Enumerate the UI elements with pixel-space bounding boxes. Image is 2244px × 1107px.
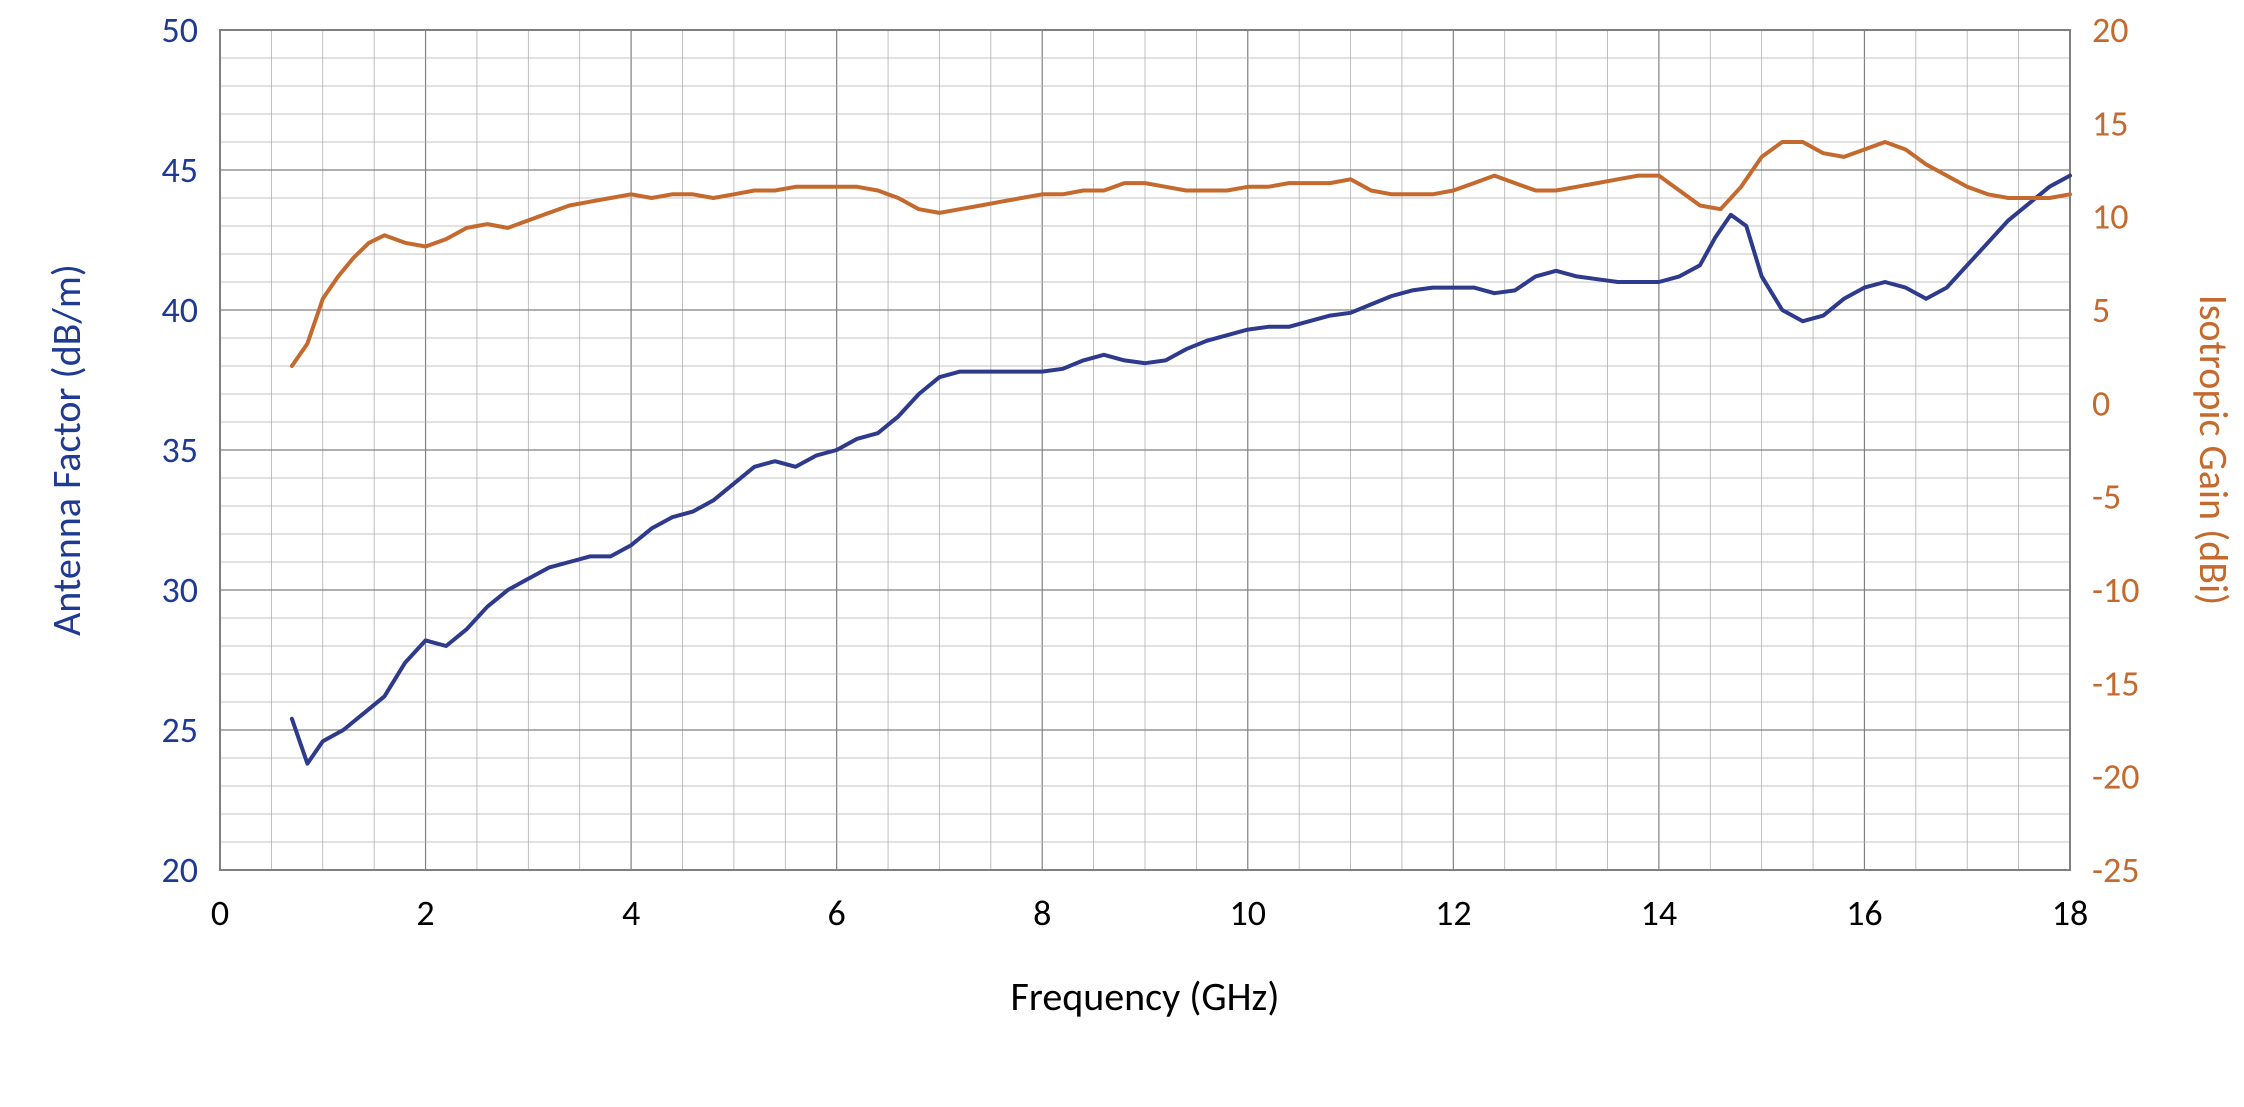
- x-tick-label: 0: [211, 891, 229, 935]
- x-tick-label: 10: [1230, 891, 1267, 935]
- y-left-tick-label: 35: [162, 428, 199, 472]
- y-left-tick-label: 45: [162, 148, 199, 192]
- y-right-tick-label: 10: [2092, 195, 2129, 239]
- x-axis-label: Frequency (GHz): [1011, 972, 1280, 1021]
- y-right-tick-label: -5: [2092, 475, 2121, 519]
- y-right-tick-label: 0: [2092, 381, 2110, 425]
- x-tick-label: 14: [1641, 891, 1678, 935]
- chart-svg: 0 2 4 6 8 10 12 14 16 18 Frequency (GHz) 20 25 30 35 40…: [0, 0, 2244, 1107]
- y-right-tick-label: 5: [2092, 288, 2110, 332]
- y-left-tick-label: 20: [162, 848, 199, 892]
- y-left-tick-label: 25: [162, 708, 199, 752]
- x-tick-label: 18: [2052, 891, 2089, 935]
- y-right-axis-label: Isotropic Gain (dBi): [2189, 295, 2238, 606]
- x-tick-label: 12: [1435, 891, 1472, 935]
- y-left-tick-label: 40: [162, 288, 199, 332]
- y-right-tick-label: 15: [2092, 101, 2129, 145]
- y-right-tick-label: -15: [2092, 661, 2140, 705]
- y-left-tick-label: 30: [162, 568, 199, 612]
- y-left-tick-label: 50: [162, 8, 199, 52]
- y-right-tick-label: -25: [2092, 848, 2140, 892]
- x-tick-label: 2: [416, 891, 434, 935]
- x-tick-label: 16: [1846, 891, 1883, 935]
- x-tick-label: 4: [622, 891, 640, 935]
- y-left-axis-label: Antenna Factor (dB/m): [42, 264, 91, 636]
- x-tick-label: 6: [828, 891, 846, 935]
- antenna-chart: 0 2 4 6 8 10 12 14 16 18 Frequency (GHz) 20 25 30 35 40…: [0, 0, 2244, 1107]
- y-right-tick-label: -20: [2092, 755, 2140, 799]
- y-right-tick-label: -10: [2092, 568, 2140, 612]
- y-right-tick-label: 20: [2092, 8, 2129, 52]
- x-tick-label: 8: [1033, 891, 1051, 935]
